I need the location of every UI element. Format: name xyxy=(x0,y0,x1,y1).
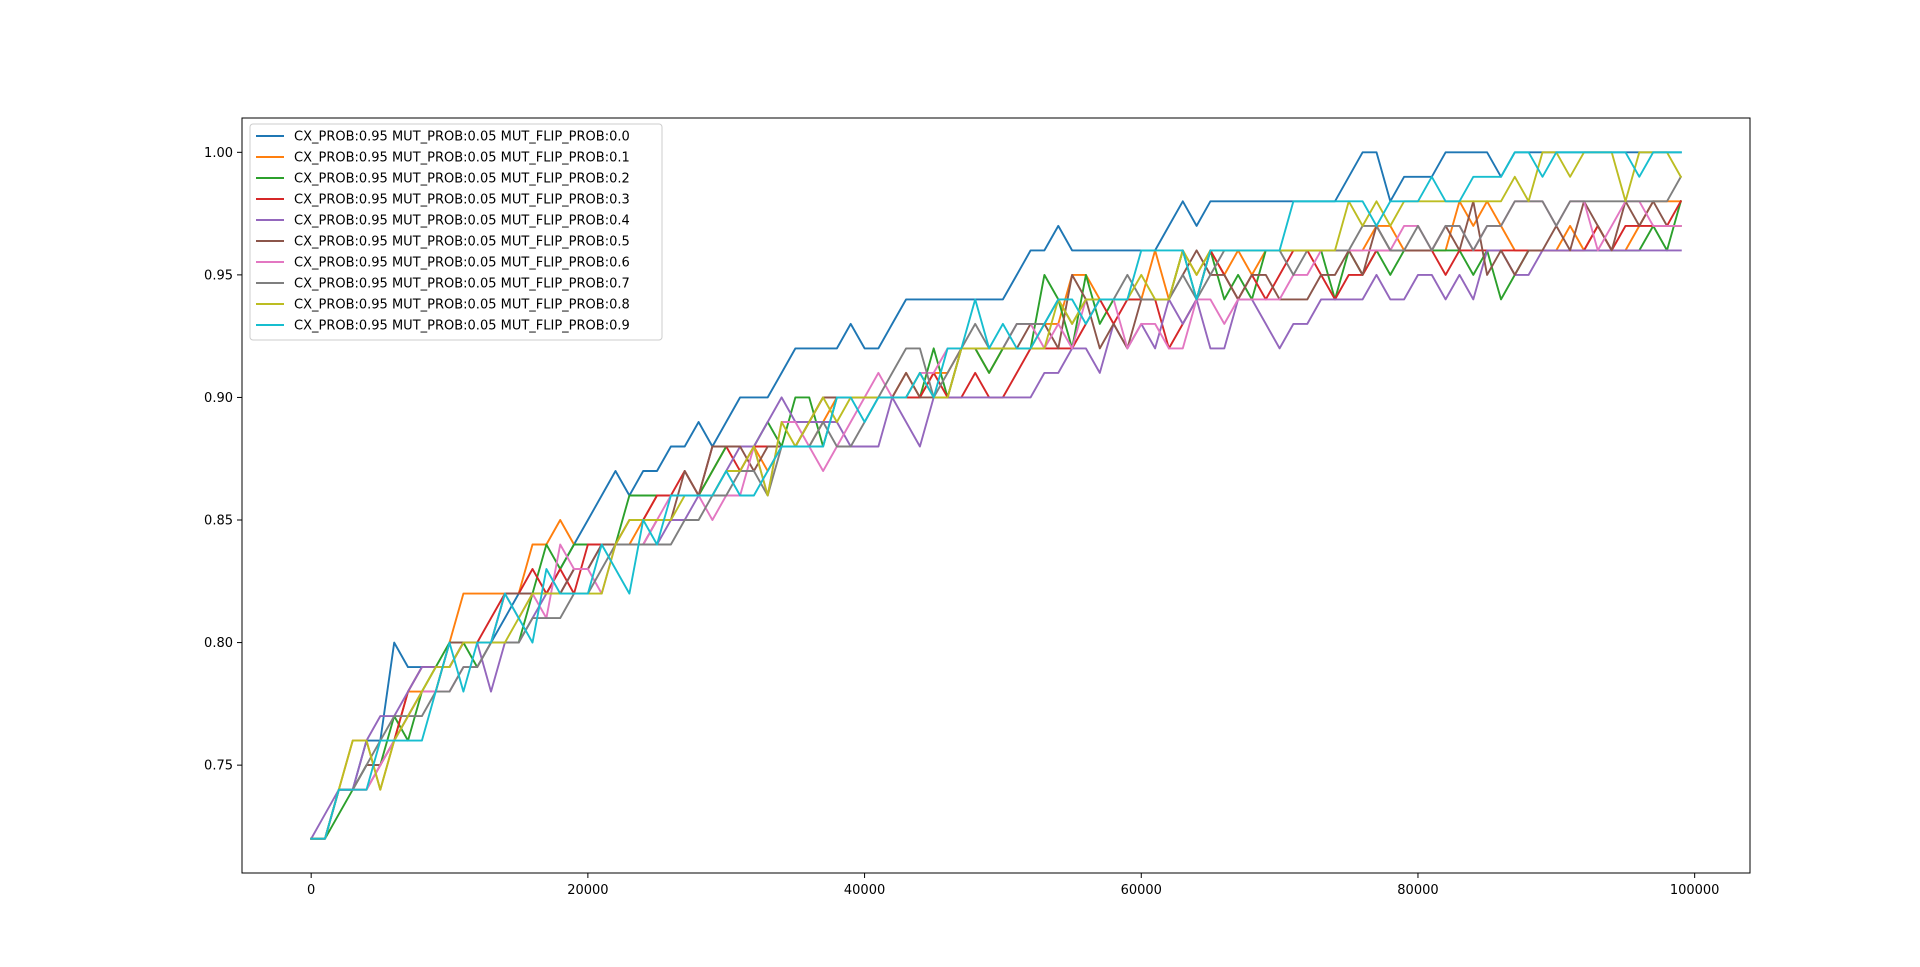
legend-label-5: CX_PROB:0.95 MUT_PROB:0.05 MUT_FLIP_PROB… xyxy=(294,235,630,250)
legend-label-8: CX_PROB:0.95 MUT_PROB:0.05 MUT_FLIP_PROB… xyxy=(294,298,630,313)
legend-label-7: CX_PROB:0.95 MUT_PROB:0.05 MUT_FLIP_PROB… xyxy=(294,277,630,292)
legend-label-6: CX_PROB:0.95 MUT_PROB:0.05 MUT_FLIP_PROB… xyxy=(294,256,630,271)
x-tick-label: 60000 xyxy=(1121,883,1162,898)
series-layer xyxy=(309,151,1683,840)
x-axis: 0 20000 40000 60000 80000 100000 xyxy=(307,873,1719,898)
legend-label-0: CX_PROB:0.95 MUT_PROB:0.05 MUT_FLIP_PROB… xyxy=(294,130,630,145)
legend-label-4: CX_PROB:0.95 MUT_PROB:0.05 MUT_FLIP_PROB… xyxy=(294,214,630,229)
y-tick-label: 0.90 xyxy=(204,391,233,406)
y-tick-label: 1.00 xyxy=(204,146,233,161)
series-line-2 xyxy=(310,200,1682,840)
x-tick-label: 100000 xyxy=(1670,883,1720,898)
x-tick-label: 40000 xyxy=(844,883,885,898)
legend-label-3: CX_PROB:0.95 MUT_PROB:0.05 MUT_FLIP_PROB… xyxy=(294,193,630,208)
legend-label-9: CX_PROB:0.95 MUT_PROB:0.05 MUT_FLIP_PROB… xyxy=(294,319,630,334)
legend-box xyxy=(249,123,663,341)
series-line-9 xyxy=(310,151,1682,840)
y-axis: 0.75 0.80 0.85 0.90 0.95 1.00 xyxy=(204,146,242,774)
legend-label-1: CX_PROB:0.95 MUT_PROB:0.05 MUT_FLIP_PROB… xyxy=(294,151,630,166)
legend: CX_PROB:0.95 MUT_PROB:0.05 MUT_FLIP_PROB… xyxy=(249,123,663,341)
y-tick-label: 0.80 xyxy=(204,636,233,651)
x-tick-label: 20000 xyxy=(567,883,608,898)
x-tick-label: 0 xyxy=(307,883,315,898)
legend-label-2: CX_PROB:0.95 MUT_PROB:0.05 MUT_FLIP_PROB… xyxy=(294,172,630,187)
y-tick-label: 0.75 xyxy=(204,759,233,774)
y-tick-label: 0.85 xyxy=(204,514,233,529)
plot-frame xyxy=(241,117,1751,874)
x-tick-label: 80000 xyxy=(1397,883,1438,898)
y-tick-label: 0.95 xyxy=(204,268,233,283)
